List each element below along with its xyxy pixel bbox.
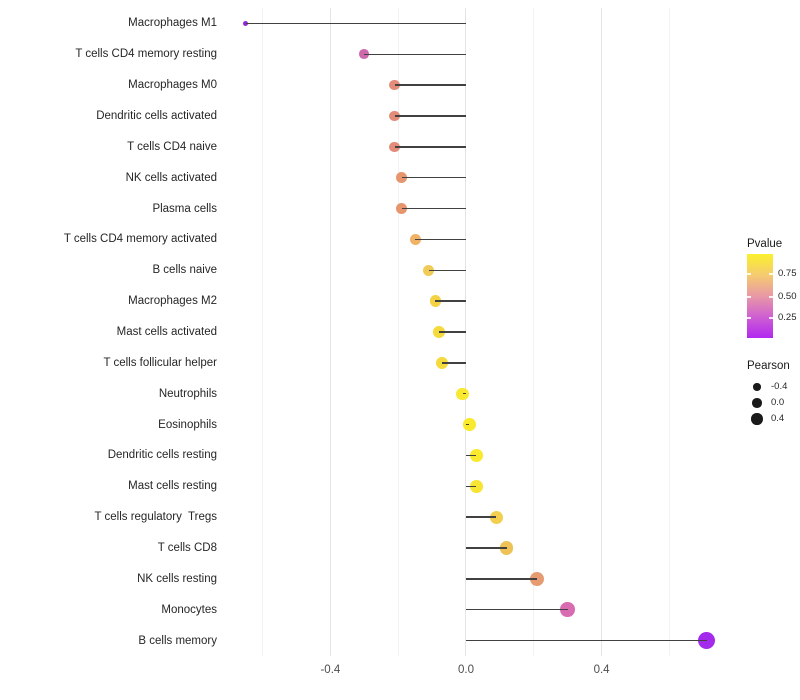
pvalue-legend-tickmark xyxy=(769,296,773,298)
lollipop-stem xyxy=(415,238,466,241)
y-axis-label: Macrophages M0 xyxy=(128,79,217,92)
lollipop-stem xyxy=(465,578,538,580)
lollipop-dot xyxy=(489,510,504,524)
gridline-major xyxy=(601,8,603,656)
lollipop-dot xyxy=(499,541,514,555)
y-axis-label: B cells naive xyxy=(152,264,217,277)
pvalue-legend-tickmark xyxy=(747,317,751,319)
y-axis-label: Macrophages M2 xyxy=(128,295,217,308)
lollipop-stem xyxy=(245,22,466,25)
y-axis-label: Plasma cells xyxy=(152,202,217,215)
x-axis-tick-label: -0.4 xyxy=(320,664,341,676)
pearson-legend-title: Pearson xyxy=(747,360,790,372)
lollipop-stem xyxy=(364,53,466,55)
pvalue-gradient-bar xyxy=(747,254,773,338)
pearson-legend-label: 0.4 xyxy=(771,413,785,424)
lollipop-stem xyxy=(394,84,466,86)
lollipop-stem xyxy=(401,177,466,179)
lollipop-stem xyxy=(465,516,497,518)
x-axis-tick-label: 0.4 xyxy=(593,664,610,676)
pvalue-legend-title: Pvalue xyxy=(747,238,783,250)
pearson-legend-dot xyxy=(752,398,762,408)
y-axis-label: T cells regulatory Tregs xyxy=(94,511,217,524)
y-axis-label: Mast cells resting xyxy=(128,480,217,493)
pearson-legend-dot xyxy=(753,383,761,391)
pvalue-legend-tick-label: 0.75 xyxy=(778,268,797,280)
lollipop-dot xyxy=(436,356,449,369)
y-axis-label: NK cells activated xyxy=(125,171,217,184)
pvalue-legend-tickmark xyxy=(769,273,773,275)
lollipop-stem xyxy=(442,362,466,364)
pvalue-legend-tick-label: 0.50 xyxy=(778,290,797,302)
pvalue-legend-tickmark xyxy=(747,296,751,298)
y-axis-label: Macrophages M1 xyxy=(128,17,217,30)
pvalue-legend-tickmark xyxy=(747,273,751,275)
y-axis-label: B cells memory xyxy=(138,634,217,647)
lollipop-stem xyxy=(401,207,466,210)
lollipop-dot xyxy=(389,141,401,153)
gridline-minor xyxy=(262,8,264,656)
lollipop-stem xyxy=(394,146,466,148)
y-axis-label: T cells follicular helper xyxy=(103,356,217,369)
gridline-minor xyxy=(397,8,399,656)
lollipop-dot xyxy=(409,233,421,246)
y-axis-label: Dendritic cells activated xyxy=(96,110,217,122)
gridline-minor xyxy=(668,8,670,656)
lollipop-stem xyxy=(462,393,466,395)
x-axis-tick-label: 0.0 xyxy=(457,664,474,676)
y-axis-label: Mast cells activated xyxy=(116,326,217,338)
gridline-major xyxy=(465,8,467,656)
y-axis-label: Monocytes xyxy=(161,603,217,616)
lollipop-stem xyxy=(465,454,477,457)
gridline-minor xyxy=(533,8,535,656)
lollipop-dot xyxy=(469,449,483,462)
lollipop-dot xyxy=(389,79,401,91)
lollipop-stem xyxy=(394,115,466,117)
lollipop-dot xyxy=(359,49,370,60)
lollipop-stem xyxy=(465,423,470,426)
y-axis-label: T cells CD4 memory activated xyxy=(63,233,217,246)
lollipop-dot xyxy=(389,110,401,122)
lollipop-dot xyxy=(469,479,483,493)
pearson-legend-label: 0.0 xyxy=(771,397,785,408)
y-axis-label: NK cells resting xyxy=(137,572,217,585)
lollipop-stem xyxy=(465,639,707,642)
lollipop-stem xyxy=(465,609,568,611)
lollipop-stem xyxy=(435,300,466,302)
y-axis-label: Neutrophils xyxy=(158,387,217,400)
y-axis-label: T cells CD4 memory resting xyxy=(75,48,217,61)
y-axis-label: T cells CD8 xyxy=(157,542,217,554)
lollipop-dot xyxy=(463,418,476,431)
y-axis-label: Eosinophils xyxy=(158,418,217,431)
pearson-legend-label: -0.4 xyxy=(771,381,788,392)
pvalue-legend-tickmark xyxy=(769,317,773,319)
lollipop-dot xyxy=(396,203,407,214)
lollipop-dot xyxy=(396,172,407,184)
y-axis-label: Dendritic cells resting xyxy=(107,449,217,462)
lollipop-stem xyxy=(465,547,507,549)
lollipop-dot xyxy=(560,602,575,618)
pvalue-legend-tick-label: 0.25 xyxy=(778,311,797,323)
lollipop-stem xyxy=(465,485,477,487)
gridline-major xyxy=(329,8,331,656)
lollipop-stem xyxy=(428,269,466,271)
y-axis-label: T cells CD4 naive xyxy=(127,140,217,153)
lollipop-dot xyxy=(530,571,545,586)
lollipop-dot xyxy=(698,631,716,650)
pearson-legend-dot xyxy=(751,413,763,425)
lollipop-stem xyxy=(438,331,466,333)
